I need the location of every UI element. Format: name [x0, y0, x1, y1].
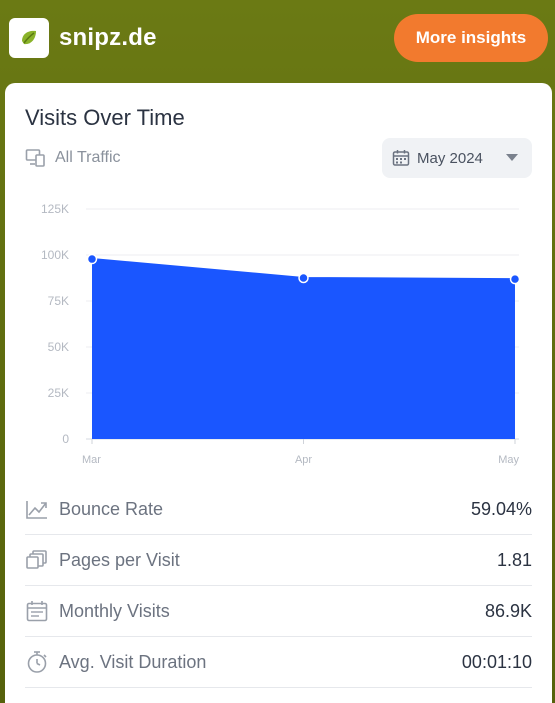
x-tick-label: May [498, 454, 519, 466]
x-tick-label: Apr [295, 454, 312, 466]
trend-icon [25, 497, 49, 521]
stat-row-pages-per-visit: Pages per Visit 1.81 [25, 535, 532, 586]
area-series [92, 259, 515, 439]
stat-label: Avg. Visit Duration [59, 651, 207, 672]
x-tick-label: Mar [82, 454, 101, 466]
card-title: Visits Over Time [25, 105, 185, 130]
calendar-icon [25, 599, 49, 623]
y-tick-label: 50K [48, 340, 69, 354]
date-dropdown[interactable]: May 2024 [382, 138, 532, 178]
y-tick-label: 0 [62, 432, 69, 446]
stat-value: 59.04% [470, 498, 532, 519]
stat-label: Pages per Visit [59, 549, 180, 570]
site-name: snipz.de [59, 24, 157, 51]
y-tick-label: 100K [41, 248, 69, 262]
header: snipz.de More insights [0, 0, 555, 84]
stat-row-monthly-visits: Monthly Visits 86.9K [25, 586, 532, 637]
stat-value: 00:01:10 [461, 651, 532, 672]
site-logo [9, 18, 49, 58]
stat-label: Bounce Rate [59, 498, 164, 519]
date-dropdown-value: May 2024 [417, 149, 483, 167]
visits-card: Visits Over Time All Traffic May 2024 0 2… [5, 83, 552, 703]
stat-label: Monthly Visits [59, 600, 170, 621]
traffic-filter: All Traffic [25, 146, 121, 170]
pages-icon [25, 548, 49, 572]
calendar-icon [392, 150, 410, 166]
stat-value: 1.81 [496, 549, 532, 570]
data-point [298, 272, 309, 284]
stats-list: Bounce Rate 59.04% Pages per Visit 1.81 [25, 484, 532, 688]
y-tick-label: 125K [41, 202, 69, 216]
leaf-logo-icon [22, 30, 36, 45]
stat-row-bounce-rate: Bounce Rate 59.04% [25, 484, 532, 535]
y-tick-label: 25K [48, 386, 69, 400]
data-point [86, 253, 98, 265]
data-point [509, 273, 521, 285]
devices-icon [25, 149, 45, 167]
stat-row-avg-visit-duration: Avg. Visit Duration 00:01:10 [25, 637, 532, 688]
stat-value: 86.9K [484, 600, 532, 621]
more-insights-button[interactable]: More insights [394, 14, 548, 62]
visits-chart: 0 25K 50K 75K 100K 125K Mar Apr May [41, 202, 521, 466]
chevron-down-icon [506, 154, 518, 161]
y-tick-label: 75K [48, 294, 69, 308]
stopwatch-icon [25, 650, 49, 674]
traffic-filter-label: All Traffic [55, 149, 121, 166]
